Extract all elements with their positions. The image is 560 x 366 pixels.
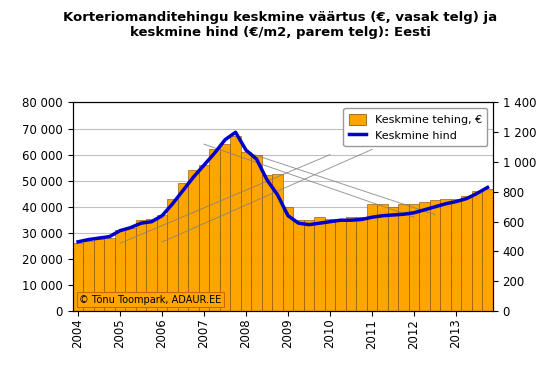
Keskmine hind [326, 220, 333, 224]
Keskmine hind [158, 213, 165, 218]
Keskmine hind [348, 218, 354, 223]
Keskmine hind [379, 213, 386, 218]
Keskmine hind [484, 185, 491, 190]
Bar [272, 174, 283, 311]
Bar [199, 165, 209, 311]
Bar [346, 217, 356, 311]
Keskmine hind [180, 188, 186, 193]
Bar [178, 183, 188, 311]
Keskmine hind [358, 217, 365, 222]
Keskmine hind [390, 213, 396, 217]
Keskmine hind [400, 212, 407, 216]
Keskmine hind [96, 236, 102, 240]
Keskmine hind [474, 191, 480, 195]
Text: © Tõnu Toompark, ADAUR.EE: © Tõnu Toompark, ADAUR.EE [79, 295, 221, 305]
Keskmine hind [284, 213, 291, 218]
Bar [472, 191, 482, 311]
Keskmine hind [264, 178, 270, 182]
Keskmine hind [432, 205, 438, 209]
Bar [241, 152, 251, 311]
Keskmine hind [410, 210, 417, 215]
Bar [94, 239, 104, 311]
Line: Keskmine hind: Keskmine hind [78, 132, 488, 242]
Keskmine hind [211, 151, 218, 155]
Bar [146, 219, 157, 311]
Bar [314, 217, 325, 311]
Bar [451, 199, 461, 311]
Bar [409, 204, 419, 311]
Bar [335, 219, 346, 311]
Bar [251, 154, 262, 311]
Keskmine hind [421, 208, 428, 212]
Keskmine hind [85, 238, 92, 242]
Keskmine hind [452, 199, 459, 204]
Keskmine hind [253, 157, 260, 161]
Bar [440, 199, 451, 311]
Bar [419, 202, 430, 311]
Bar [461, 196, 472, 311]
Bar [209, 149, 220, 311]
Text: Korteriomanditehingu keskmine väärtus (€, vasak telg) ja
keskmine hind (€/m2, pa: Korteriomanditehingu keskmine väärtus (€… [63, 11, 497, 39]
Bar [188, 170, 199, 311]
Bar [325, 219, 335, 311]
Keskmine hind [106, 234, 113, 239]
Keskmine hind [200, 163, 207, 167]
Bar [430, 200, 440, 311]
Bar [157, 214, 167, 311]
Bar [220, 144, 230, 311]
Keskmine hind [222, 138, 228, 142]
Bar [115, 230, 125, 311]
Keskmine hind [337, 218, 344, 223]
Bar [104, 238, 115, 311]
Bar [356, 217, 367, 311]
Bar [377, 204, 388, 311]
Bar [293, 220, 304, 311]
Keskmine hind [306, 223, 312, 227]
Bar [398, 204, 409, 311]
Bar [167, 199, 178, 311]
Keskmine hind [169, 202, 176, 206]
Keskmine hind [138, 221, 144, 225]
Bar [283, 207, 293, 311]
Keskmine hind [148, 220, 155, 224]
Keskmine hind [295, 221, 302, 225]
Keskmine hind [316, 221, 323, 225]
Keskmine hind [242, 148, 249, 152]
Legend: Keskmine tehing, €, Keskmine hind: Keskmine tehing, €, Keskmine hind [343, 108, 487, 146]
Keskmine hind [74, 240, 81, 244]
Bar [136, 220, 146, 311]
Bar [125, 228, 136, 311]
Bar [304, 220, 314, 311]
Keskmine hind [274, 193, 281, 197]
Keskmine hind [368, 215, 375, 220]
Keskmine hind [442, 202, 449, 206]
Keskmine hind [116, 228, 123, 233]
Keskmine hind [232, 130, 239, 134]
Bar [73, 243, 83, 311]
Bar [388, 207, 398, 311]
Keskmine hind [463, 197, 470, 201]
Bar [262, 176, 272, 311]
Bar [367, 204, 377, 311]
Bar [230, 137, 241, 311]
Bar [83, 241, 94, 311]
Bar [482, 188, 493, 311]
Keskmine hind [190, 175, 197, 179]
Keskmine hind [127, 225, 134, 230]
